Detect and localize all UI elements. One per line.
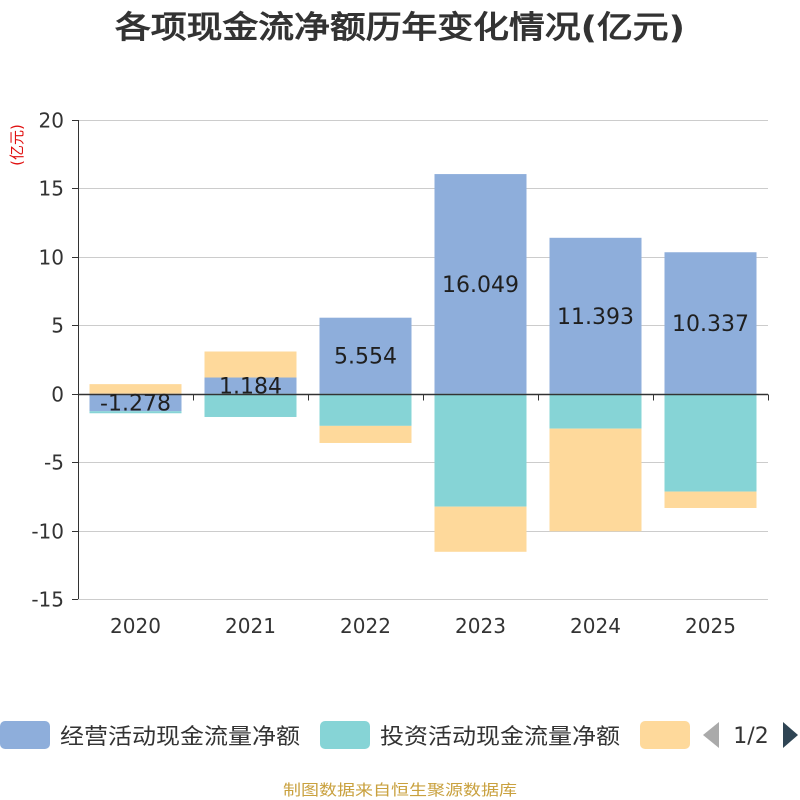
x-axis-ticks: 2020 2021 2022 2023 2024 2025 (110, 614, 736, 638)
legend-prev-icon[interactable] (703, 722, 719, 748)
legend-label: 经营活动现金流量净额 (60, 725, 300, 750)
data-labels: -1.278 1.184 5.554 16.049 11.393 10.337 (100, 273, 749, 417)
data-label-2021: 1.184 (219, 375, 282, 400)
data-label-2022: 5.554 (334, 345, 397, 370)
bar-series-3-2023 (434, 506, 527, 552)
x-tick-label: 2023 (455, 614, 506, 638)
legend-item-series-3[interactable] (640, 721, 690, 749)
bar-series-3-2024 (549, 428, 642, 532)
x-tick-label: 2025 (685, 614, 736, 638)
bar-series-1-2021 (204, 377, 297, 394)
source-note: 制图数据来自恒生聚源数据库 (283, 781, 517, 799)
legend: 经营活动现金流量净额 投资活动现金流量净额 (0, 721, 690, 750)
bar-series-3-2022 (319, 425, 412, 443)
y-tick-label: 15 (39, 177, 64, 201)
legend-swatch (320, 721, 370, 749)
bar-series-1-2023 (434, 174, 527, 394)
y-tick-label: 0 (51, 383, 64, 407)
bar-series-group (89, 174, 757, 552)
y-tick-label: -5 (44, 451, 64, 475)
legend-next-icon[interactable] (783, 722, 798, 748)
y-tick-label: 10 (39, 246, 64, 270)
data-label-2024: 11.393 (557, 305, 634, 330)
data-label-2020: -1.278 (100, 391, 171, 416)
legend-pagination: 1/2 (703, 722, 798, 749)
bar-series-2-2021 (204, 393, 297, 417)
data-label-2023: 16.049 (442, 273, 519, 298)
y-tick-label: -15 (31, 588, 64, 612)
bar-series-2-2020 (89, 411, 182, 414)
data-label-2025: 10.337 (672, 312, 749, 337)
x-tick-label: 2021 (225, 614, 276, 638)
bar-series-2-2025 (664, 393, 757, 492)
bar-series-3-2021 (204, 351, 297, 378)
x-tick-label: 2024 (570, 614, 621, 638)
bar-series-2-2022 (319, 393, 412, 426)
legend-label: 投资活动现金流量净额 (380, 725, 620, 750)
legend-item-series-2[interactable]: 投资活动现金流量净额 (320, 721, 620, 750)
axes (78, 120, 769, 600)
y-axis-ticks: 20 15 10 5 0 -5 -10 -15 (31, 109, 78, 612)
bar-series-3-2025 (664, 491, 757, 508)
bar-series-1-2025 (664, 252, 757, 394)
x-tick-label: 2022 (340, 614, 391, 638)
x-tick-label: 2020 (110, 614, 161, 638)
legend-swatch (640, 721, 690, 749)
y-tick-label: -10 (31, 520, 64, 544)
bar-series-2-2024 (549, 393, 642, 429)
legend-page-indicator: 1/2 (733, 724, 768, 749)
y-axis-unit-label: (亿元) (8, 124, 26, 166)
y-tick-label: 5 (51, 314, 64, 338)
bar-series-1-2024 (549, 237, 642, 394)
bar-series-1-2020 (89, 393, 182, 412)
bar-series-2-2023 (434, 393, 527, 507)
y-tick-label: 20 (39, 109, 64, 133)
legend-swatch (0, 721, 50, 749)
legend-item-series-1[interactable]: 经营活动现金流量净额 (0, 721, 300, 750)
bar-series-3-2020 (89, 384, 182, 394)
chart-title: 各项现金流净额历年变化情况(亿元) (114, 10, 685, 46)
bar-series-1-2022 (319, 317, 412, 394)
